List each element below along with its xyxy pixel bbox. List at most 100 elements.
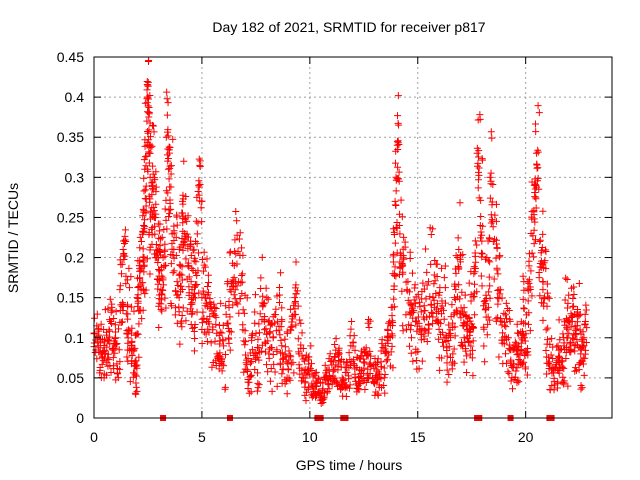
data-point (136, 274, 144, 282)
data-point (270, 360, 278, 368)
data-point (418, 357, 426, 365)
data-point (318, 386, 326, 394)
data-point (484, 237, 492, 245)
data-point (241, 338, 249, 346)
data-point (555, 367, 563, 375)
data-point (565, 291, 573, 299)
data-point (139, 306, 147, 314)
data-point (392, 187, 400, 195)
data-point (146, 198, 154, 206)
data-point (240, 337, 248, 345)
data-point (147, 207, 155, 215)
data-point (380, 364, 388, 372)
data-point (560, 380, 568, 388)
data-point (571, 367, 579, 375)
data-point (264, 295, 272, 303)
data-point (391, 159, 399, 167)
data-point (347, 342, 355, 350)
data-point (141, 186, 149, 194)
data-point (382, 357, 390, 365)
data-point (567, 346, 575, 354)
data-point (254, 353, 262, 361)
data-point (474, 184, 482, 192)
data-point (407, 349, 415, 357)
data-point (241, 341, 249, 349)
data-point (343, 384, 351, 392)
data-point (158, 233, 166, 241)
data-point (426, 312, 434, 320)
data-point (133, 294, 141, 302)
data-point (131, 371, 139, 379)
data-point (423, 313, 431, 321)
data-point (230, 291, 238, 299)
data-point (348, 318, 356, 326)
data-point (164, 99, 172, 107)
data-point (541, 246, 549, 254)
data-point (238, 244, 246, 252)
data-point (97, 320, 105, 328)
data-point (582, 346, 590, 354)
data-point (150, 128, 158, 136)
data-point (156, 242, 164, 250)
data-point (394, 112, 402, 120)
data-point (381, 371, 389, 379)
data-point (148, 191, 156, 199)
data-point (252, 350, 260, 358)
data-point (521, 334, 529, 342)
data-point (485, 273, 493, 281)
data-point (398, 213, 406, 221)
data-point (399, 270, 407, 278)
data-point (192, 258, 200, 266)
data-point (268, 344, 276, 352)
data-point (424, 329, 432, 337)
data-point (260, 299, 268, 307)
data-point (144, 102, 152, 110)
data-point (515, 355, 523, 363)
data-point (395, 221, 403, 229)
data-point (470, 270, 478, 278)
data-point (577, 381, 585, 389)
data-point (468, 354, 476, 362)
data-point (133, 387, 141, 395)
data-point (532, 204, 540, 212)
data-point (440, 315, 448, 323)
data-point (352, 377, 360, 385)
data-point (233, 217, 241, 225)
data-point (189, 324, 197, 332)
data-point (543, 302, 551, 310)
data-point (390, 282, 398, 290)
data-point (204, 282, 212, 290)
data-point (388, 342, 396, 350)
data-point (128, 303, 136, 311)
data-point (145, 149, 153, 157)
data-point (194, 188, 202, 195)
data-point (364, 350, 372, 358)
data-point (488, 134, 496, 142)
data-point (542, 326, 550, 334)
data-point (443, 352, 451, 360)
data-point (188, 310, 196, 318)
data-point (460, 358, 468, 366)
data-point (452, 269, 460, 277)
x-tick-label: 15 (410, 429, 426, 445)
data-point (550, 386, 558, 394)
data-point (452, 285, 460, 293)
data-point (491, 211, 499, 219)
data-point (278, 342, 286, 350)
data-point (406, 310, 414, 318)
data-point (467, 326, 475, 334)
data-point (134, 330, 142, 338)
data-point (530, 215, 538, 223)
data-point (370, 380, 378, 388)
data-point (233, 282, 241, 290)
data-point (441, 284, 449, 292)
data-point (394, 137, 402, 145)
data-point (134, 299, 142, 307)
y-tick-label: 0.35 (57, 129, 84, 145)
data-point (446, 326, 454, 334)
data-point (500, 340, 508, 348)
data-point (321, 361, 329, 369)
data-point (570, 302, 578, 310)
data-point (483, 254, 491, 262)
